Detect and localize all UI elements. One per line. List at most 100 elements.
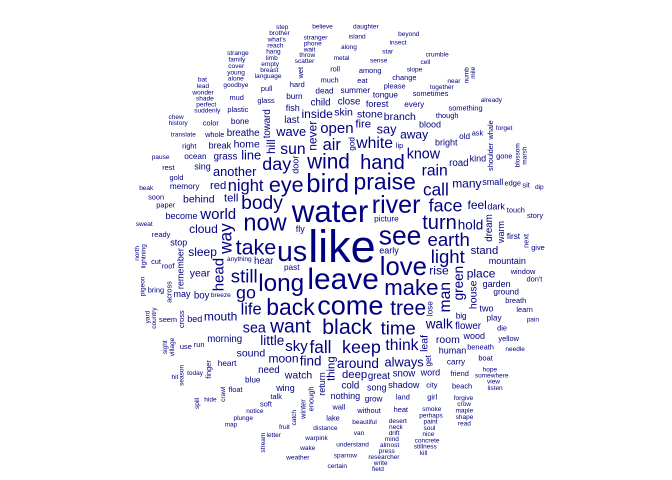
word-call: call bbox=[423, 179, 449, 199]
word-spill: spill bbox=[194, 397, 201, 409]
word-seem: seem bbox=[159, 315, 177, 324]
word-color: color bbox=[203, 118, 220, 127]
word-family: family bbox=[228, 57, 246, 64]
word-sea: sea bbox=[243, 321, 266, 337]
word-reach: reach bbox=[267, 42, 284, 49]
word-already: already bbox=[481, 97, 503, 104]
word-please: please bbox=[384, 82, 406, 91]
word-back: back bbox=[266, 294, 315, 320]
word-insect: insect bbox=[390, 39, 407, 46]
word-tell: tell bbox=[224, 193, 238, 205]
word-gone: gone bbox=[496, 152, 512, 161]
word-time: time bbox=[381, 318, 416, 339]
word-stream: stream bbox=[260, 433, 267, 453]
word-kill: kill bbox=[420, 450, 428, 457]
word-right: right bbox=[182, 142, 196, 151]
word-cut: cut bbox=[151, 257, 161, 266]
word-grass: grass bbox=[214, 151, 238, 162]
word-hand: hand bbox=[360, 152, 405, 174]
word-land: land bbox=[396, 393, 410, 402]
word-get: get bbox=[424, 354, 433, 366]
word-plastic: plastic bbox=[227, 105, 248, 114]
word-dip: dip bbox=[535, 184, 544, 191]
word-dream: dream bbox=[484, 214, 495, 241]
word-shoulder: shoulder bbox=[486, 142, 495, 171]
word-stillness: stillness bbox=[414, 444, 438, 451]
word-flower: flower bbox=[455, 321, 482, 332]
word-bone: bone bbox=[231, 117, 250, 126]
word-perfect: perfect bbox=[196, 102, 216, 109]
word-write: write bbox=[373, 460, 388, 467]
word-season: season bbox=[179, 365, 186, 386]
word-without: without bbox=[356, 406, 380, 415]
word-together: together bbox=[430, 84, 455, 91]
word-van: van bbox=[354, 430, 365, 437]
word-summer: summer bbox=[341, 86, 371, 95]
word-whale: whale bbox=[486, 120, 495, 140]
word-lake: lake bbox=[326, 413, 340, 422]
word-last: last bbox=[284, 115, 299, 126]
word-something: something bbox=[449, 104, 483, 113]
word-fire: fire bbox=[355, 118, 371, 130]
word-hill: hill bbox=[264, 139, 278, 154]
word-scatter: scatter bbox=[295, 58, 315, 65]
word-step: step bbox=[276, 24, 289, 31]
word-sight: sight bbox=[162, 340, 169, 354]
word-body: body bbox=[241, 193, 283, 214]
word-friend: friend bbox=[450, 369, 469, 378]
word-play: play bbox=[487, 313, 503, 322]
word-pull: pull bbox=[261, 84, 273, 93]
word-air: air bbox=[323, 136, 342, 154]
word-cross: cross bbox=[177, 310, 186, 328]
word-green: green bbox=[451, 266, 466, 301]
word-nothing: nothing bbox=[331, 391, 361, 401]
word-rest: rest bbox=[162, 163, 174, 172]
word-night: night bbox=[228, 177, 264, 195]
word-window: window bbox=[510, 267, 536, 276]
word-think: think bbox=[385, 337, 418, 354]
word-mountain: mountain bbox=[489, 256, 526, 266]
word-eye: eye bbox=[269, 173, 304, 197]
word-concrete: concrete bbox=[415, 437, 440, 444]
word-room: room bbox=[436, 334, 460, 346]
word-mile: mile bbox=[470, 66, 477, 78]
word-stone: stone bbox=[357, 109, 383, 121]
word-history: history bbox=[169, 120, 189, 127]
word-beak: beak bbox=[139, 185, 154, 192]
word-plunge: plunge bbox=[234, 415, 254, 422]
word-head: head bbox=[210, 258, 227, 291]
word-what-s: what's bbox=[267, 36, 287, 43]
word-island: island bbox=[349, 34, 366, 41]
word-another: another bbox=[213, 164, 257, 179]
word-certain: certain bbox=[328, 463, 348, 470]
word-understand: understand bbox=[336, 441, 369, 448]
word-morning: morning bbox=[207, 334, 242, 345]
word-glass: glass bbox=[257, 96, 275, 105]
word-read: read bbox=[458, 420, 471, 427]
word-country: country bbox=[151, 307, 158, 329]
word-along: along bbox=[341, 44, 357, 51]
word-north: north bbox=[134, 246, 141, 261]
word-shape: shape bbox=[456, 414, 474, 421]
word-around: around bbox=[337, 356, 379, 371]
word-give: give bbox=[531, 243, 545, 252]
word-need: need bbox=[258, 365, 280, 376]
word-lip: lip bbox=[396, 141, 403, 150]
word-inside: inside bbox=[302, 107, 334, 121]
word-mud: mud bbox=[230, 93, 244, 102]
word-use: use bbox=[180, 342, 192, 351]
word-marsh: marsh bbox=[522, 146, 529, 164]
word-hold: hold bbox=[458, 217, 484, 232]
word-catch: catch bbox=[291, 410, 298, 426]
word-day: day bbox=[262, 154, 291, 174]
word-tree: tree bbox=[390, 297, 426, 320]
word-stranger: stranger bbox=[304, 35, 329, 42]
word-forgive: forgive bbox=[454, 395, 474, 402]
word-roll: roll bbox=[330, 64, 340, 73]
word-wave: wave bbox=[275, 124, 306, 139]
word-cold: cold bbox=[342, 381, 360, 392]
word-want: want bbox=[269, 316, 311, 337]
word-wind: wind bbox=[306, 150, 350, 173]
word-never: never bbox=[306, 121, 320, 151]
word-dead: dead bbox=[315, 87, 334, 96]
